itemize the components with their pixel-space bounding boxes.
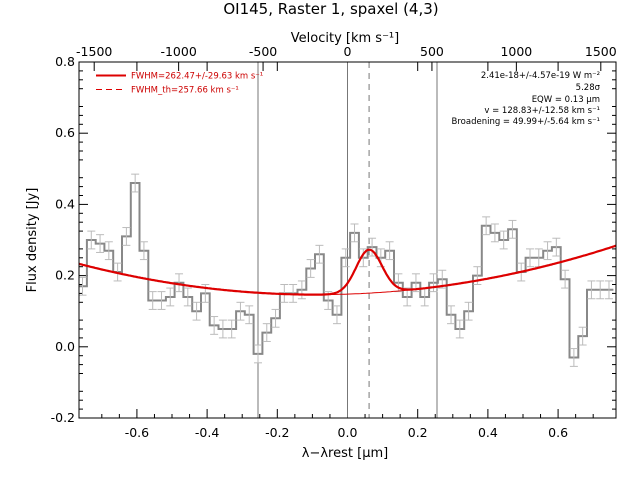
gaussian-fit-line: [78, 244, 617, 296]
x-tick-label: 0.4: [478, 425, 498, 440]
y-tick-label: 0.6: [55, 125, 75, 140]
legend-label-fit: FWHM=262.47+/-29.63 km s⁻¹: [131, 72, 263, 82]
annotation-broadening: Broadening = 49.99+/-5.64 km s⁻¹: [452, 117, 600, 127]
model-fit: [78, 244, 617, 296]
x2-tick-label: 1500: [585, 44, 617, 59]
legend-label-thermal: FWHM_th=257.66 km s⁻¹: [131, 86, 239, 96]
annotation-significance: 5.28σ: [576, 83, 601, 93]
y-tick-label: 0.4: [55, 196, 75, 211]
y-axis-label: Flux density [Jy]: [25, 188, 40, 293]
x-tick-label: -0.2: [265, 425, 289, 440]
plot-frame: [78, 61, 617, 419]
x-tick-label: 0.2: [408, 425, 428, 440]
x2-tick-label: -1000: [160, 44, 196, 59]
x2-tick-label: -500: [249, 44, 277, 59]
x-tick-label: 0.6: [548, 425, 568, 440]
axis-ticks: -0.6 -0.4 -0.2 0.0 0.2 0.4 0.6 -1500 -1000 -500 0 5…: [51, 44, 617, 440]
y-tick-label: 0.8: [55, 54, 75, 69]
annotation-flux: 2.41e-18+/-4.57e-19 W m⁻²: [481, 71, 600, 81]
spectrum-data: [78, 173, 614, 367]
spectrum-step-line: [79, 182, 614, 359]
legend: FWHM=262.47+/-29.63 km s⁻¹ FWHM_th=257.6…: [96, 72, 263, 96]
annotation-velocity: v = 128.83+/-12.58 km s⁻¹: [484, 106, 600, 116]
x2-tick-label: 0: [344, 44, 352, 59]
x-axis-label: λ−λrest [μm]: [302, 446, 388, 461]
y-tick-label: 0.2: [55, 268, 75, 283]
x-tick-label: -0.4: [195, 425, 219, 440]
annotation-eqw: EQW = 0.13 μm: [532, 95, 600, 105]
y-tick-label: 0.0: [55, 339, 75, 354]
x-tick-label: -0.6: [125, 425, 149, 440]
x2-tick-label: 500: [420, 44, 444, 59]
fit-annotations: 2.41e-18+/-4.57e-19 W m⁻² 5.28σ EQW = 0.…: [452, 71, 601, 127]
reference-lines: [257, 62, 438, 418]
chart-title: OI145, Raster 1, spaxel (4,3): [223, 0, 438, 18]
y-tick-label: -0.2: [51, 410, 75, 425]
x-tick-label: 0.0: [338, 425, 358, 440]
x2-tick-label: 1000: [500, 44, 532, 59]
x2-tick-label: -1500: [76, 44, 112, 59]
top-axis-label: Velocity [km s⁻¹]: [291, 31, 399, 46]
